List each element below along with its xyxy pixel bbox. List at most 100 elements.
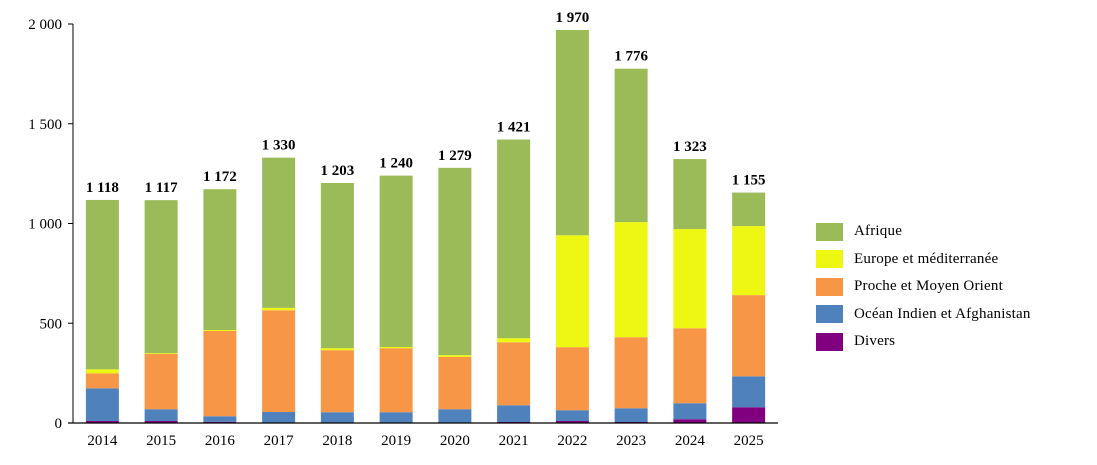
total-label-2022: 1 970 <box>556 10 590 26</box>
x-tick-label-2020: 2020 <box>440 433 470 449</box>
bar-segment-ocean-indien-et-afghanistan-2018 <box>320 412 354 423</box>
bar-segment-proche-et-moyen-orient-2020 <box>438 356 472 410</box>
legend-label-afrique: Afrique <box>854 223 903 240</box>
bar-segment-afrique-2015 <box>144 200 178 354</box>
bar-segment-proche-et-moyen-orient-2017 <box>262 310 296 413</box>
x-tick-label-2016: 2016 <box>205 433 236 449</box>
bar-segment-afrique-2025 <box>732 192 766 227</box>
x-tick-label-2024: 2024 <box>675 433 706 449</box>
bar-segment-divers-2025 <box>732 407 766 423</box>
y-tick-label-1500: 1 500 <box>28 117 62 133</box>
x-tick-label-2017: 2017 <box>264 433 295 449</box>
bar-segment-ocean-indien-et-afghanistan-2025 <box>732 376 766 408</box>
legend-swatch-europe <box>816 250 843 269</box>
bar-segment-afrique-2020 <box>438 167 472 356</box>
bar-segment-proche-et-moyen-orient-2023 <box>614 337 648 409</box>
bar-segment-divers-2024 <box>673 419 707 423</box>
total-label-2014: 1 118 <box>86 180 119 196</box>
bar-segment-ocean-indien-et-afghanistan-2020 <box>438 409 472 423</box>
bar-segment-afrique-2017 <box>262 157 296 308</box>
y-tick-label-500: 500 <box>40 316 63 332</box>
legend-label-divers: Divers <box>854 333 896 350</box>
bar-segment-proche-et-moyen-orient-2014 <box>85 373 119 389</box>
x-tick-label-2021: 2021 <box>499 433 529 449</box>
x-tick-label-2014: 2014 <box>87 433 118 449</box>
bar-segment-europe-et-mediterranee-2016 <box>203 330 237 332</box>
bars-group <box>85 29 766 423</box>
x-tick-label-2018: 2018 <box>322 433 352 449</box>
x-tick-label-2015: 2015 <box>146 433 176 449</box>
total-label-2021: 1 421 <box>497 120 531 136</box>
bar-segment-europe-et-mediterranee-2017 <box>262 307 296 311</box>
legend-swatch-divers <box>816 332 843 351</box>
total-label-2016: 1 172 <box>203 169 237 185</box>
legend-item-divers: Divers <box>816 328 1031 356</box>
total-label-2024: 1 323 <box>673 139 707 155</box>
bar-segment-ocean-indien-et-afghanistan-2014 <box>85 388 119 422</box>
total-labels-group: 1 118 1 117 1 172 1 330 1 203 1 240 1 279 1 421… <box>86 10 766 196</box>
bar-segment-proche-et-moyen-orient-2025 <box>732 295 766 377</box>
bar-segment-proche-et-moyen-orient-2024 <box>673 328 707 404</box>
bar-segment-divers-2014 <box>85 421 119 423</box>
bar-segment-ocean-indien-et-afghanistan-2021 <box>497 405 531 422</box>
bar-segment-europe-et-mediterranee-2015 <box>144 353 178 354</box>
bar-segment-europe-et-mediterranee-2024 <box>673 229 707 329</box>
bar-segment-europe-et-mediterranee-2022 <box>555 235 589 348</box>
bar-segment-ocean-indien-et-afghanistan-2019 <box>379 412 413 423</box>
legend-item-europe: Europe et méditerranée <box>816 246 1031 274</box>
bar-segment-europe-et-mediterranee-2014 <box>85 369 119 374</box>
bar-segment-europe-et-mediterranee-2020 <box>438 355 472 357</box>
bar-segment-afrique-2022 <box>555 29 589 236</box>
total-label-2023: 1 776 <box>614 49 648 65</box>
total-label-2020: 1 279 <box>438 148 472 164</box>
bar-segment-europe-et-mediterranee-2019 <box>379 346 413 349</box>
legend-label-europe: Europe et méditerranée <box>854 250 999 267</box>
bar-segment-europe-et-mediterranee-2023 <box>614 222 648 338</box>
bar-segment-proche-et-moyen-orient-2018 <box>320 350 354 413</box>
y-tick-label-2000: 2 000 <box>28 17 62 33</box>
bar-segment-ocean-indien-et-afghanistan-2017 <box>262 412 296 423</box>
bar-segment-europe-et-mediterranee-2021 <box>497 338 531 343</box>
x-tick-label-2025: 2025 <box>734 433 764 449</box>
bar-segment-proche-et-moyen-orient-2015 <box>144 353 178 410</box>
bar-segment-proche-et-moyen-orient-2021 <box>497 342 531 406</box>
x-tick-label-2022: 2022 <box>557 433 587 449</box>
x-axis: 2014 2015 2016 2017 2018 2019 2020 2021 2022 2023… <box>68 422 778 449</box>
total-label-2017: 1 330 <box>262 138 296 154</box>
bar-segment-afrique-2014 <box>85 199 119 370</box>
bar-segment-europe-et-mediterranee-2025 <box>732 226 766 296</box>
bar-segment-afrique-2023 <box>614 68 648 223</box>
legend-swatch-afrique <box>816 222 843 241</box>
bar-segment-afrique-2024 <box>673 159 707 230</box>
legend-item-proche-moyen-orient: Proche et Moyen Orient <box>816 273 1031 301</box>
bar-segment-afrique-2016 <box>203 189 237 331</box>
y-tick-label-0: 0 <box>55 416 63 432</box>
x-tick-label-2019: 2019 <box>381 433 411 449</box>
bar-segment-proche-et-moyen-orient-2019 <box>379 348 413 413</box>
y-axis: 0 500 1 000 1 500 2 000 <box>28 17 74 432</box>
total-label-2019: 1 240 <box>379 156 413 172</box>
bar-segment-ocean-indien-et-afghanistan-2024 <box>673 403 707 420</box>
bar-segment-ocean-indien-et-afghanistan-2016 <box>203 416 237 422</box>
y-tick-label-1000: 1 000 <box>28 217 62 233</box>
x-tick-label-2023: 2023 <box>616 433 646 449</box>
bar-segment-proche-et-moyen-orient-2016 <box>203 331 237 417</box>
bar-segment-afrique-2019 <box>379 175 413 347</box>
bar-segment-europe-et-mediterranee-2018 <box>320 348 354 351</box>
bar-segment-divers-2022 <box>555 421 589 423</box>
total-label-2025: 1 155 <box>732 173 766 189</box>
legend-swatch-ocean-indien <box>816 305 843 324</box>
legend-item-afrique: Afrique <box>816 218 1031 246</box>
bar-segment-afrique-2018 <box>320 183 354 349</box>
legend-swatch-proche-moyen-orient <box>816 277 843 296</box>
bar-segment-ocean-indien-et-afghanistan-2015 <box>144 409 178 421</box>
legend-label-proche-moyen-orient: Proche et Moyen Orient <box>854 278 1003 295</box>
legend-item-ocean-indien: Océan Indien et Afghanistan <box>816 301 1031 329</box>
bar-segment-afrique-2021 <box>497 139 531 339</box>
legend: Afrique Europe et méditerranée Proche et… <box>816 218 1031 356</box>
total-label-2018: 1 203 <box>321 163 355 179</box>
total-label-2015: 1 117 <box>145 180 178 196</box>
bar-segment-divers-2015 <box>144 421 178 423</box>
bar-segment-proche-et-moyen-orient-2022 <box>555 347 589 411</box>
